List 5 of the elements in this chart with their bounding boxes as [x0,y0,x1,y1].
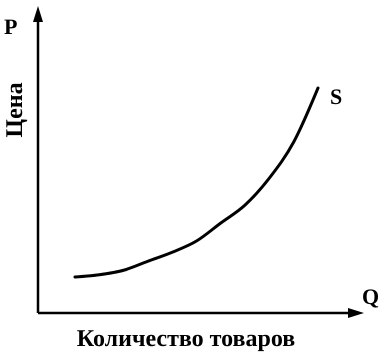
text: P [4,14,18,39]
x-axis-title: Количество товаров [76,326,296,352]
y-axis-title: Цена [2,82,28,138]
series-label: S [330,84,342,109]
text: Q [362,284,380,309]
